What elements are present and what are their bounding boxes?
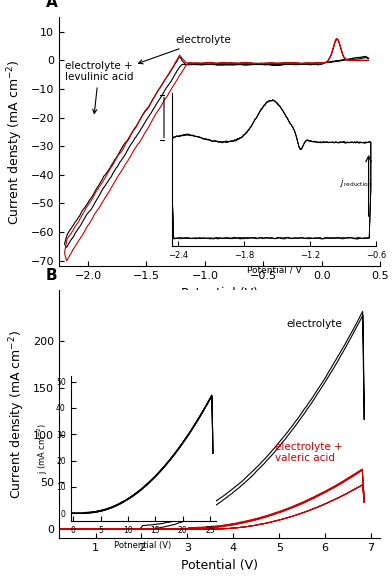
- X-axis label: Potnential (V): Potnential (V): [114, 541, 172, 549]
- Text: electrolyte: electrolyte: [138, 35, 231, 64]
- Text: $j_\mathrm{reduction}$: $j_\mathrm{reduction}$: [340, 175, 373, 189]
- Text: electrolyte +
levulinic acid: electrolyte + levulinic acid: [65, 61, 133, 113]
- X-axis label: Potential (V): Potential (V): [181, 559, 258, 572]
- Text: A: A: [46, 0, 58, 10]
- Text: electrolyte +
valeric acid: electrolyte + valeric acid: [275, 442, 342, 463]
- Y-axis label: Current density (mA cm$^{-2}$): Current density (mA cm$^{-2}$): [8, 329, 27, 499]
- X-axis label: Potential (V): Potential (V): [181, 287, 258, 300]
- Y-axis label: j (mA cm$^{-2}$): j (mA cm$^{-2}$): [36, 423, 51, 474]
- Text: electrolyte: electrolyte: [286, 319, 342, 329]
- Text: B: B: [46, 267, 58, 283]
- X-axis label: Potential / V: Potential / V: [247, 266, 302, 274]
- Y-axis label: Current densty (mA cm$^{-2}$): Current densty (mA cm$^{-2}$): [5, 59, 25, 225]
